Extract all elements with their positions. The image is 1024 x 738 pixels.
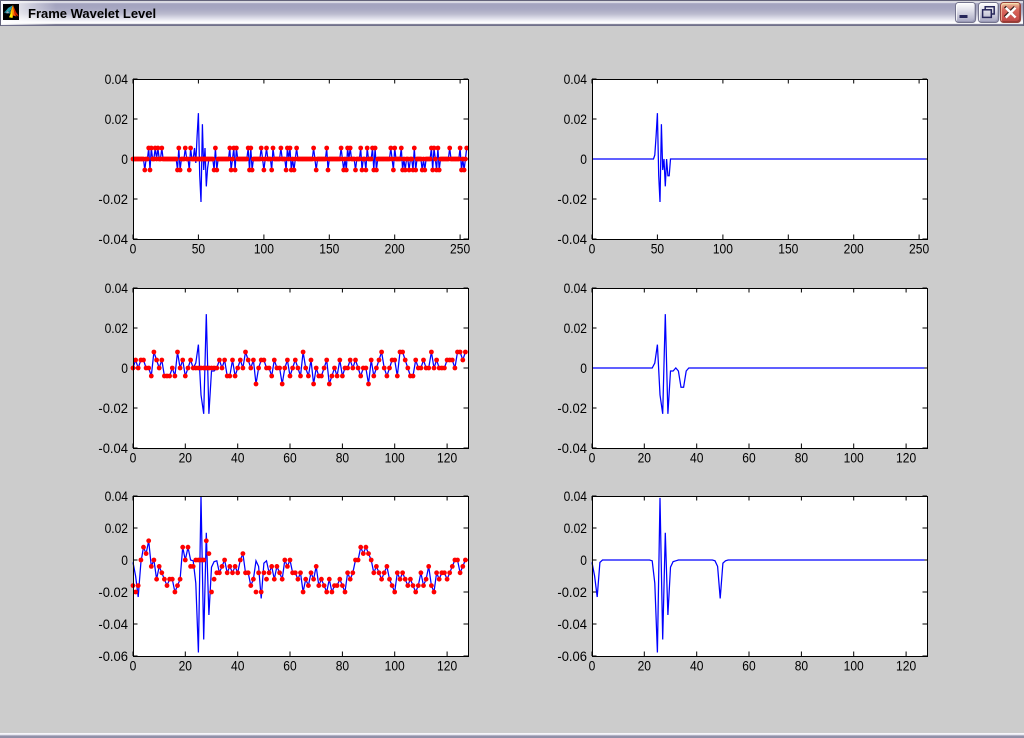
svg-text:200: 200 xyxy=(385,241,405,257)
svg-text:100: 100 xyxy=(713,241,733,257)
svg-text:-0.02: -0.02 xyxy=(557,191,587,207)
svg-text:100: 100 xyxy=(844,658,864,674)
svg-text:0: 0 xyxy=(589,658,596,674)
svg-text:120: 120 xyxy=(896,450,916,466)
svg-text:40: 40 xyxy=(231,450,245,466)
svg-text:0.02: 0.02 xyxy=(105,320,129,336)
svg-text:20: 20 xyxy=(179,658,193,674)
svg-text:100: 100 xyxy=(385,450,405,466)
svg-text:250: 250 xyxy=(909,241,929,257)
svg-text:40: 40 xyxy=(231,658,245,674)
svg-text:0: 0 xyxy=(121,151,128,167)
svg-text:100: 100 xyxy=(844,450,864,466)
svg-text:-0.04: -0.04 xyxy=(98,616,128,632)
svg-text:-0.04: -0.04 xyxy=(98,440,128,456)
svg-text:-0.02: -0.02 xyxy=(557,584,587,600)
svg-text:40: 40 xyxy=(690,658,704,674)
svg-text:0.02: 0.02 xyxy=(564,320,588,336)
svg-text:0: 0 xyxy=(121,360,128,376)
svg-text:100: 100 xyxy=(254,241,274,257)
svg-text:60: 60 xyxy=(283,658,297,674)
svg-text:120: 120 xyxy=(896,658,916,674)
svg-text:-0.04: -0.04 xyxy=(557,616,587,632)
svg-text:120: 120 xyxy=(437,658,457,674)
svg-text:150: 150 xyxy=(319,241,339,257)
svg-text:80: 80 xyxy=(795,450,809,466)
svg-text:20: 20 xyxy=(179,450,193,466)
svg-text:0.02: 0.02 xyxy=(105,111,129,127)
svg-text:200: 200 xyxy=(844,241,864,257)
svg-text:60: 60 xyxy=(742,450,756,466)
svg-text:20: 20 xyxy=(638,658,652,674)
svg-text:0.04: 0.04 xyxy=(564,71,588,87)
svg-text:0: 0 xyxy=(580,151,587,167)
svg-text:0.04: 0.04 xyxy=(105,71,129,87)
svg-text:50: 50 xyxy=(651,241,665,257)
svg-text:250: 250 xyxy=(450,241,470,257)
svg-text:-0.04: -0.04 xyxy=(557,231,587,247)
svg-text:-0.02: -0.02 xyxy=(98,191,128,207)
svg-text:0.04: 0.04 xyxy=(564,488,588,504)
svg-text:0.02: 0.02 xyxy=(105,520,129,536)
svg-text:0: 0 xyxy=(580,360,587,376)
svg-text:60: 60 xyxy=(283,450,297,466)
svg-text:-0.06: -0.06 xyxy=(98,648,128,664)
svg-text:0.04: 0.04 xyxy=(564,280,588,296)
svg-text:120: 120 xyxy=(437,450,457,466)
svg-text:-0.06: -0.06 xyxy=(557,648,587,664)
svg-text:100: 100 xyxy=(385,658,405,674)
svg-text:0.04: 0.04 xyxy=(105,280,129,296)
svg-text:80: 80 xyxy=(795,658,809,674)
svg-text:80: 80 xyxy=(336,450,350,466)
svg-text:40: 40 xyxy=(690,450,704,466)
svg-text:0.02: 0.02 xyxy=(564,520,588,536)
svg-text:80: 80 xyxy=(336,658,350,674)
svg-text:0: 0 xyxy=(580,552,587,568)
svg-text:0: 0 xyxy=(130,450,137,466)
svg-text:50: 50 xyxy=(192,241,206,257)
svg-text:0.04: 0.04 xyxy=(105,488,129,504)
svg-text:150: 150 xyxy=(778,241,798,257)
svg-text:-0.04: -0.04 xyxy=(98,231,128,247)
svg-text:0: 0 xyxy=(130,241,137,257)
svg-text:-0.02: -0.02 xyxy=(557,400,587,416)
svg-text:0.02: 0.02 xyxy=(564,111,588,127)
svg-text:0: 0 xyxy=(130,658,137,674)
svg-text:0: 0 xyxy=(121,552,128,568)
svg-text:60: 60 xyxy=(742,658,756,674)
svg-text:-0.04: -0.04 xyxy=(557,440,587,456)
svg-text:-0.02: -0.02 xyxy=(98,400,128,416)
svg-text:0: 0 xyxy=(589,450,596,466)
svg-text:0: 0 xyxy=(589,241,596,257)
svg-text:20: 20 xyxy=(638,450,652,466)
svg-text:-0.02: -0.02 xyxy=(98,584,128,600)
